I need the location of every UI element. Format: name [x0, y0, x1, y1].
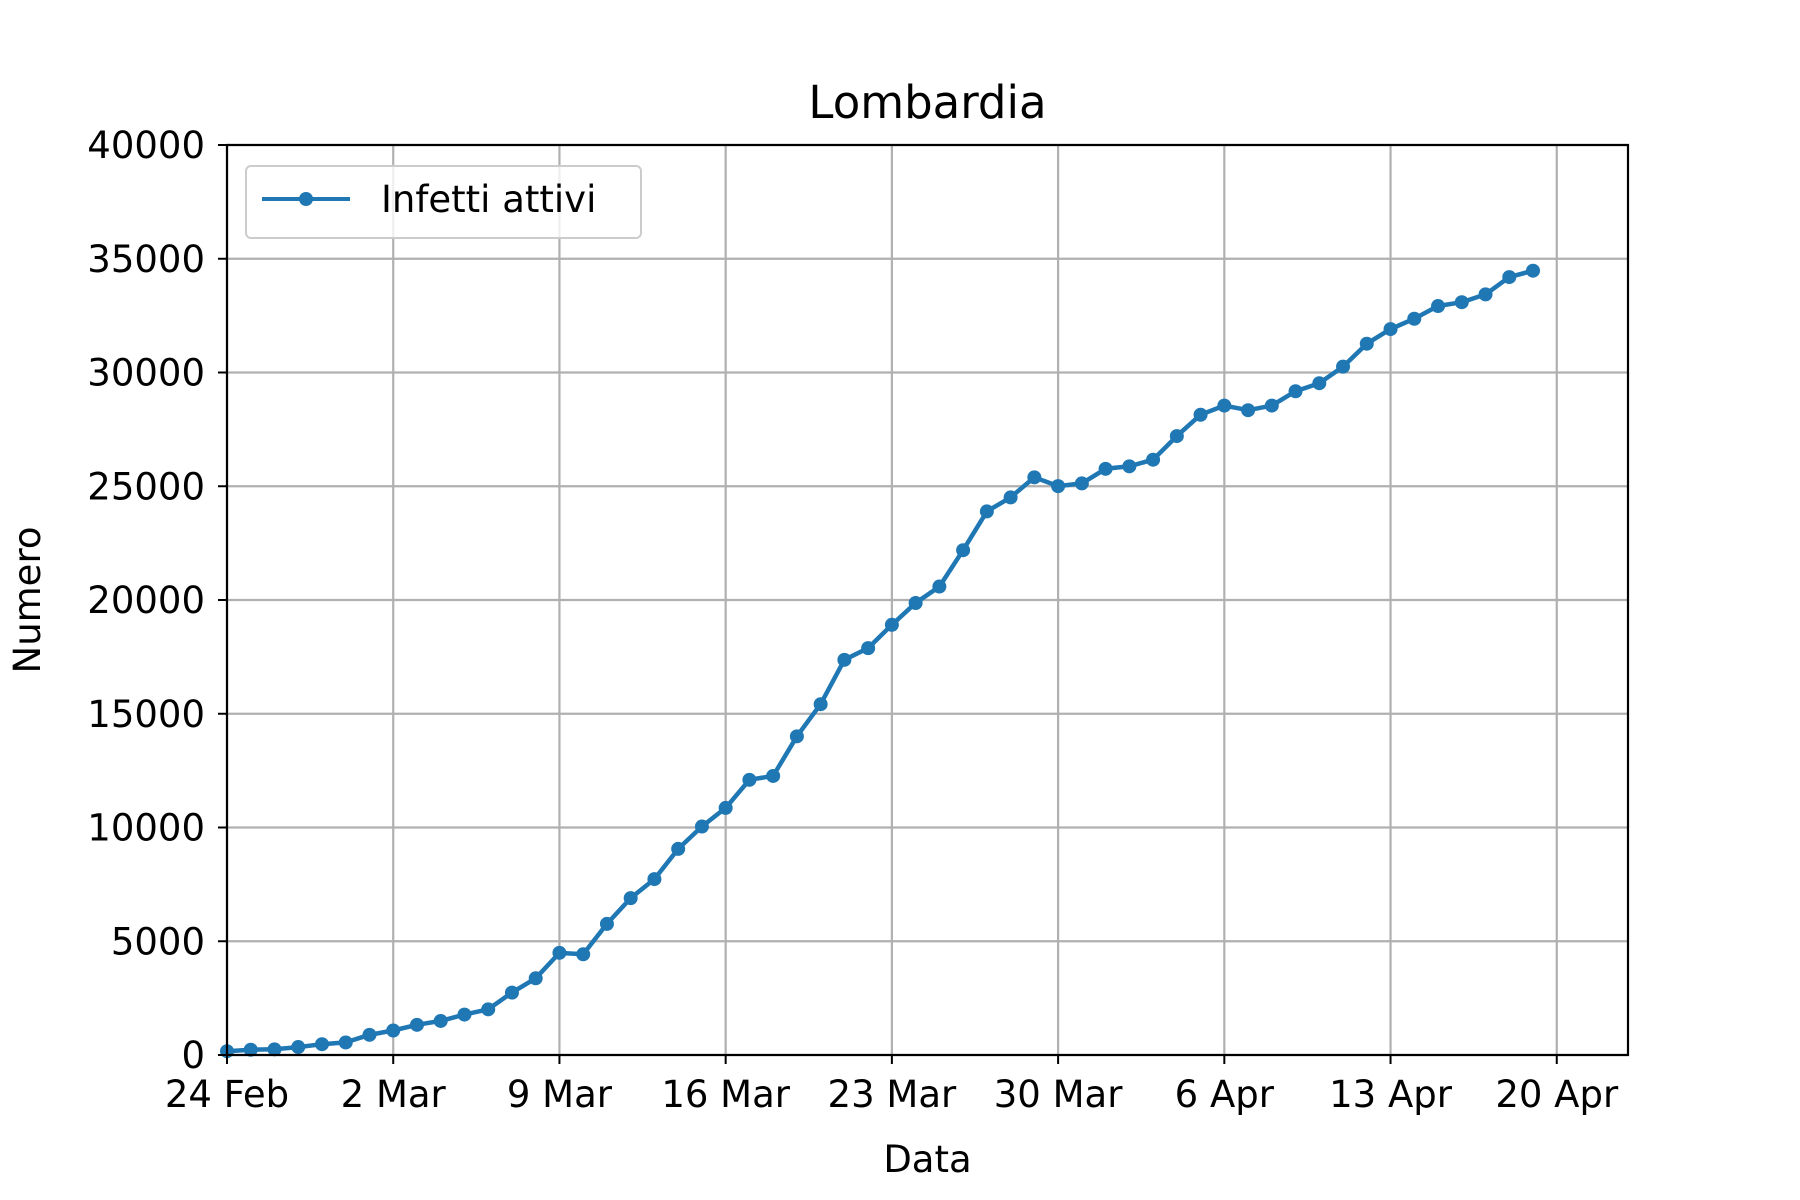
x-tick-label: 9 Mar: [507, 1073, 613, 1116]
data-point: [932, 579, 947, 594]
x-tick-label: 16 Mar: [661, 1073, 790, 1116]
data-point: [908, 596, 923, 611]
data-point: [1478, 287, 1493, 302]
data-point: [409, 1017, 424, 1032]
data-point: [979, 504, 994, 519]
data-point: [884, 617, 899, 632]
data-point: [314, 1037, 329, 1052]
legend: Infetti attivi: [245, 165, 642, 239]
data-point: [504, 985, 519, 1000]
data-point: [742, 772, 757, 787]
data-point: [1122, 459, 1137, 474]
data-point: [789, 729, 804, 744]
data-point: [338, 1035, 353, 1050]
data-point: [599, 916, 614, 931]
y-axis-label: Numero: [6, 527, 49, 674]
data-point: [528, 971, 543, 986]
x-tick-label: 2 Mar: [341, 1073, 447, 1116]
data-point: [766, 768, 781, 783]
data-point: [267, 1042, 282, 1057]
data-point: [433, 1013, 448, 1028]
data-point: [1193, 407, 1208, 422]
x-tick-label: 24 Feb: [165, 1073, 289, 1116]
legend-point-marker: [299, 192, 313, 206]
data-point: [1074, 476, 1089, 491]
data-point: [1169, 429, 1184, 444]
y-tick-label: 30000: [87, 352, 205, 395]
data-point: [1098, 461, 1113, 476]
data-point: [1359, 336, 1374, 351]
y-tick-label: 40000: [87, 124, 205, 167]
y-tick-label: 35000: [87, 238, 205, 281]
data-point: [623, 891, 638, 906]
data-point: [576, 947, 591, 962]
data-point: [1146, 452, 1161, 467]
data-point: [1217, 398, 1232, 413]
data-point: [1454, 295, 1469, 310]
data-point: [1051, 479, 1066, 494]
data-point: [671, 841, 686, 856]
x-tick-label: 30 Mar: [994, 1073, 1123, 1116]
data-point: [1288, 384, 1303, 399]
data-point: [552, 945, 567, 960]
data-point: [1312, 376, 1327, 391]
data-point: [1264, 398, 1279, 413]
data-point: [694, 819, 709, 834]
x-tick-label: 13 Apr: [1329, 1073, 1453, 1116]
data-point: [1502, 270, 1517, 285]
data-point: [813, 697, 828, 712]
data-point: [1431, 299, 1446, 314]
data-point: [1383, 322, 1398, 337]
legend-label: Infetti attivi: [381, 178, 596, 221]
x-axis-label: Data: [883, 1138, 971, 1181]
data-point: [1526, 263, 1541, 278]
data-point: [718, 800, 733, 815]
ticks: 24 Feb 2 Mar 9 Mar 16 Mar 23 Mar 30 Mar 6 Apr 1…: [87, 124, 1619, 1116]
chart-title: Lombardia: [808, 76, 1046, 129]
data-point: [647, 872, 662, 887]
y-tick-label: 10000: [87, 807, 205, 850]
x-tick-label: 6 Apr: [1175, 1073, 1275, 1116]
data-point: [837, 652, 852, 667]
data-point: [1407, 311, 1422, 326]
x-tick-label: 23 Mar: [828, 1073, 957, 1116]
data-point: [243, 1042, 258, 1057]
data-point: [1336, 359, 1351, 374]
series-layer: [220, 263, 1541, 1059]
legend-box: [245, 165, 642, 239]
data-point: [1003, 490, 1018, 505]
data-point: [1241, 403, 1256, 418]
data-point: [861, 641, 876, 656]
data-point: [386, 1023, 401, 1038]
data-point: [1027, 470, 1042, 485]
data-point: [291, 1040, 306, 1055]
data-point: [362, 1027, 377, 1042]
data-point: [481, 1002, 496, 1017]
y-tick-label: 0: [181, 1034, 205, 1077]
data-point: [457, 1007, 472, 1022]
x-tick-label: 20 Apr: [1495, 1073, 1619, 1116]
y-tick-label: 15000: [87, 693, 205, 736]
y-tick-label: 5000: [111, 920, 205, 963]
y-tick-label: 20000: [87, 579, 205, 622]
y-tick-label: 25000: [87, 465, 205, 508]
data-point: [956, 543, 971, 558]
